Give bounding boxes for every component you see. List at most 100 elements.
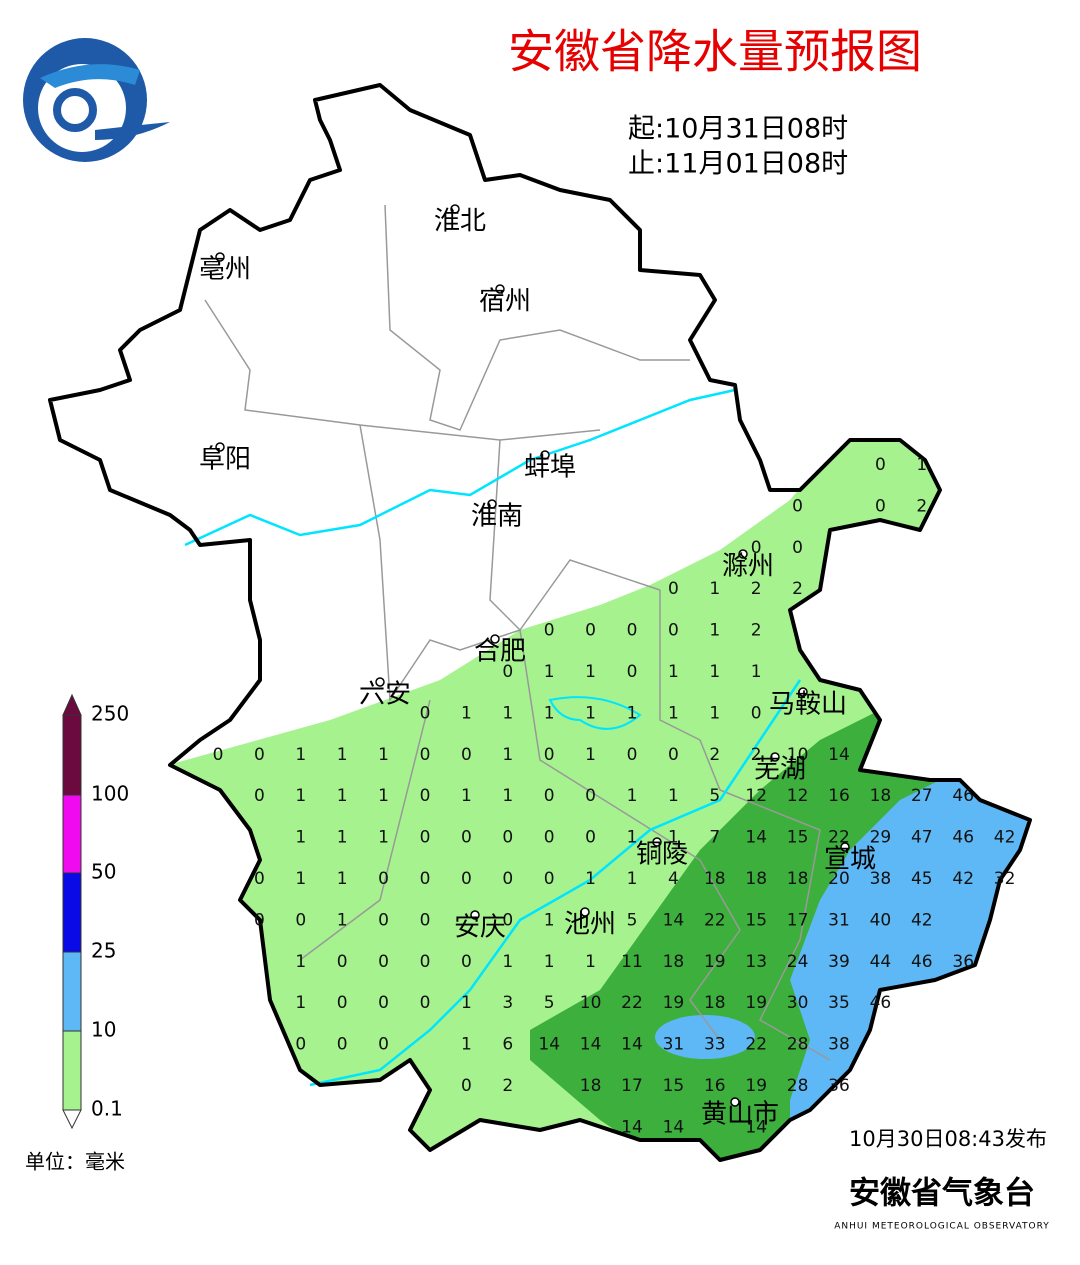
grid-value: 19 (704, 952, 726, 972)
grid-value: 0 (378, 869, 389, 889)
grid-value: 29 (870, 828, 892, 848)
grid-value: 42 (911, 910, 933, 930)
grid-value: 1 (709, 579, 720, 599)
grid-value: 0 (420, 869, 431, 889)
city-label: 六安 (359, 680, 411, 710)
grid-value: 12 (787, 786, 809, 806)
legend-swatch (62, 714, 82, 796)
grid-value: 28 (787, 1076, 809, 1096)
grid-value: 18 (787, 869, 809, 889)
city-dot (798, 687, 808, 697)
grid-value: 1 (295, 869, 306, 889)
legend-swatch (62, 951, 82, 1032)
grid-value: 1 (337, 910, 348, 930)
grid-value: 0 (461, 745, 472, 765)
grid-value: 0 (668, 579, 679, 599)
grid-value: 40 (870, 910, 892, 930)
city-dot (450, 204, 460, 214)
grid-value: 0 (337, 1035, 348, 1055)
grid-value: 1 (461, 703, 472, 723)
grid-value: 39 (828, 952, 850, 972)
issued: 10月30日08:43发布 (849, 1127, 1047, 1151)
county-border (299, 699, 431, 961)
city-dot (840, 842, 850, 852)
grid-value: 31 (663, 1035, 685, 1055)
grid-value: 1 (544, 662, 555, 682)
grid-value: 1 (709, 621, 720, 641)
grid-value: 0 (420, 786, 431, 806)
grid-value: 19 (745, 1076, 767, 1096)
grid-value: 0 (544, 828, 555, 848)
grid-value: 1 (668, 828, 679, 848)
end-time: 止:11月01日08时 (628, 149, 848, 180)
grid-value: 0 (337, 952, 348, 972)
grid-value: 18 (704, 869, 726, 889)
city-label: 淮南 (471, 502, 523, 532)
grid-value: 15 (787, 828, 809, 848)
city-label: 马鞍山 (769, 690, 847, 720)
grid-value: 2 (916, 496, 927, 516)
grid-value: 17 (787, 910, 809, 930)
city-label: 黄山市 (701, 1100, 779, 1130)
city-label: 安庆 (454, 913, 506, 943)
lake (548, 696, 642, 730)
grid-value: 2 (751, 621, 762, 641)
grid-value: 5 (627, 910, 638, 930)
grid-value: 0 (420, 828, 431, 848)
city-dot (540, 450, 550, 460)
grid-value: 0 (502, 828, 513, 848)
grid-value: 0 (627, 662, 638, 682)
grid-value: 0 (420, 745, 431, 765)
grid-value: 1 (627, 828, 638, 848)
grid-value: 22 (621, 993, 643, 1013)
city-label: 铜陵 (636, 840, 688, 870)
grid-value: 47 (911, 828, 933, 848)
grid-value: 0 (461, 1076, 472, 1096)
grid-value: 0 (544, 621, 555, 641)
grid-value: 46 (911, 952, 933, 972)
grid-value: 0 (295, 910, 306, 930)
unit: 单位：毫米 (25, 1150, 125, 1174)
legend-label: 0.1 (91, 1097, 123, 1121)
grid-value: 0 (502, 869, 513, 889)
grid-value: 44 (870, 952, 892, 972)
county-border (204, 299, 601, 441)
grid-value: 0 (627, 745, 638, 765)
city-label: 宿州 (479, 287, 531, 317)
grid-value: 1 (461, 993, 472, 1013)
grid-value: 0 (668, 621, 679, 641)
city-dot (215, 252, 225, 262)
grid-value: 18 (663, 952, 685, 972)
grid-value: 0 (668, 745, 679, 765)
grid-value: 22 (704, 910, 726, 930)
legend-label: 25 (91, 939, 116, 963)
grid-value: 1 (544, 952, 555, 972)
legend-swatch (62, 872, 82, 953)
grid-value: 13 (745, 952, 767, 972)
grid-value: 0 (751, 538, 762, 558)
grid-value: 1 (295, 786, 306, 806)
grid-value: 5 (709, 786, 720, 806)
grid-values: 0 10 0 20 00 1 2 20 0 0 0 1 20 1 1 0 1 1 10 1 1 1 1 1 1 1 00 0 1 1 1 0 0… (213, 455, 1016, 1137)
grid-value: 0 (585, 621, 596, 641)
city-dot (652, 837, 662, 847)
city-label: 淮北 (434, 207, 486, 237)
grid-value: 0 (792, 496, 803, 516)
grid-value: 0 (585, 786, 596, 806)
grid-value: 10 (787, 745, 809, 765)
river (309, 679, 802, 1087)
grid-value: 0 (875, 496, 886, 516)
grid-value: 1 (668, 662, 679, 682)
grid-value: 1 (585, 869, 596, 889)
grid-value: 18 (745, 869, 767, 889)
province-outline (48, 83, 1032, 1162)
city-dot (580, 907, 590, 917)
grid-value: 0 (502, 662, 513, 682)
grid-value: 0 (461, 828, 472, 848)
grid-value: 1 (502, 703, 513, 723)
grid-value: 38 (828, 1035, 850, 1055)
city-dot (730, 1097, 740, 1107)
grid-value: 4 (668, 869, 679, 889)
grid-value: 0 (420, 910, 431, 930)
grid-value: 45 (911, 869, 933, 889)
